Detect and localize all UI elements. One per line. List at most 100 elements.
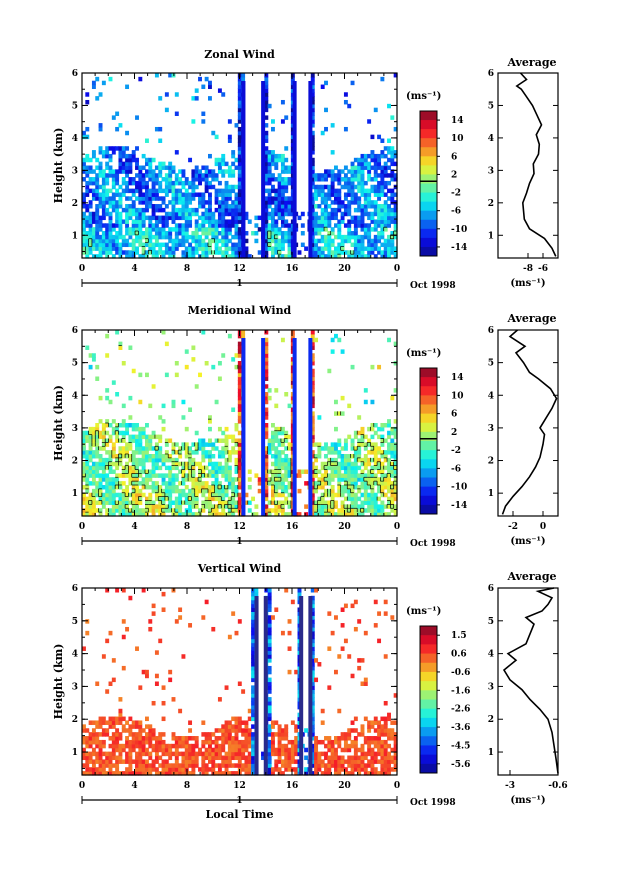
heatmap-cell [390, 207, 395, 213]
heatmap-cell [211, 219, 216, 224]
heatmap-cell [380, 485, 385, 490]
heatmap-cell [367, 192, 372, 197]
heatmap-cell [390, 234, 395, 240]
heatmap-cell [188, 254, 193, 259]
heatmap-cell [217, 485, 222, 490]
heatmap-cell [380, 508, 385, 513]
heatmap-cell [310, 250, 315, 255]
heatmap-cell [138, 372, 143, 378]
heatmap-cell [264, 341, 269, 347]
heatmap-cell [118, 759, 123, 764]
heatmap-cell [158, 126, 163, 132]
heatmap-cell [271, 442, 275, 447]
heatmap-cell [237, 353, 242, 358]
heatmap-cell [141, 461, 146, 467]
heatmap-cell [121, 219, 126, 224]
heatmap-cell [370, 227, 375, 232]
heatmap-cell [390, 173, 395, 178]
heatmap-cell [101, 200, 106, 205]
heatmap-cell [154, 485, 159, 490]
heatmap-cell [310, 399, 315, 405]
heatmap-cell [264, 227, 269, 232]
heatmap-cell [324, 481, 328, 486]
heatmap-cell [337, 481, 342, 486]
heatmap-cell [118, 492, 123, 498]
heatmap-cell [214, 161, 219, 167]
heatmap-cell [85, 223, 90, 228]
heatmap-cell [108, 169, 113, 174]
heatmap-cell [217, 157, 222, 163]
heatmap-cell [284, 180, 289, 186]
heatmap-cell [387, 196, 391, 201]
heatmap-cell [217, 496, 222, 502]
heatmap-cell [231, 169, 236, 174]
heatmap-cell [141, 454, 146, 459]
heatmap-cell [98, 763, 103, 768]
heatmap-cell [244, 238, 249, 244]
heatmap-cell [82, 130, 86, 136]
heatmap-cell [128, 500, 133, 505]
heatmap-cell [317, 415, 322, 420]
heatmap-cell [363, 192, 368, 197]
heatmap-cell [111, 173, 116, 178]
panel-title: Meridional Wind [188, 304, 292, 317]
heatmap-cell [184, 223, 189, 228]
heatmap-cell [380, 153, 385, 159]
heatmap-cell [141, 492, 146, 498]
heatmap-cell [343, 196, 348, 201]
heatmap-cell [108, 423, 113, 428]
heatmap-cell [231, 751, 236, 757]
heatmap-cell [135, 492, 139, 498]
heatmap-cell [171, 763, 176, 768]
heatmap-cell [204, 751, 209, 757]
heatmap-cell [161, 165, 166, 170]
heatmap-cell [158, 169, 163, 174]
heatmap-cell [91, 211, 96, 217]
heatmap-cell [91, 481, 96, 486]
heatmap-cell [237, 177, 242, 182]
heatmap-cell [135, 485, 139, 490]
gap-edge-stripe [241, 338, 246, 516]
heatmap-cell [370, 469, 375, 474]
heatmap-cell [164, 341, 169, 347]
heatmap-cell [297, 250, 302, 255]
heatmap-cell [360, 457, 365, 463]
heatmap-cell [360, 492, 365, 498]
heatmap-cell [181, 415, 186, 420]
heatmap-cell [350, 200, 355, 205]
heatmap-cell [125, 485, 130, 490]
heatmap-cell [154, 747, 159, 753]
heatmap-cell [145, 732, 149, 737]
heatmap-cell [211, 130, 216, 136]
heatmap-cell [148, 438, 153, 443]
heatmap-cell [138, 481, 143, 486]
heatmap-cell [297, 215, 302, 221]
heatmap-cell [188, 215, 193, 221]
colorbar-swatch [420, 201, 437, 212]
heatmap-cell [337, 242, 342, 248]
heatmap-cell [277, 465, 282, 471]
heatmap-cell [340, 242, 345, 248]
heatmap-cell [310, 234, 315, 240]
heatmap-cell [284, 115, 289, 120]
heatmap-cell [227, 196, 232, 201]
heatmap-cell [287, 512, 292, 517]
heatmap-cell [370, 457, 375, 463]
heatmap-cell [284, 177, 289, 182]
heatmap-cell [145, 204, 149, 209]
heatmap-cell [370, 442, 375, 447]
heatmap-cell [274, 477, 279, 482]
heatmap-cell [171, 246, 176, 251]
heatmap-cell [151, 728, 156, 733]
heatmap-cell [231, 755, 236, 761]
heatmap-cell [188, 747, 193, 753]
heatmap-cell [88, 496, 93, 502]
heatmap-cell [370, 481, 375, 486]
heatmap-cell [310, 372, 315, 378]
heatmap-cell [334, 173, 338, 178]
heatmap-cell [174, 207, 179, 213]
heatmap-cell [194, 246, 199, 251]
heatmap-cell [111, 751, 116, 757]
heatmap-cell [353, 485, 358, 490]
heatmap-cell [390, 219, 395, 224]
